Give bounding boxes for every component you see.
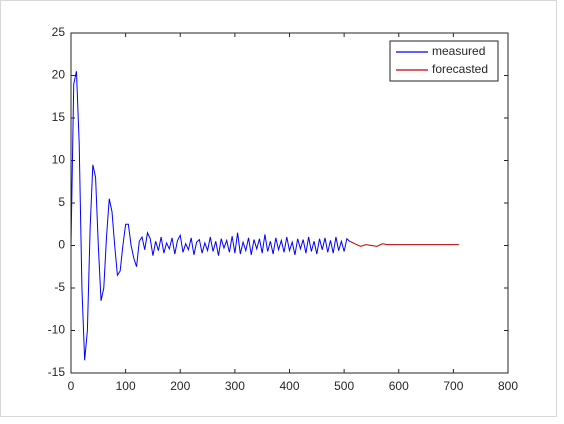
y-tick-label: 15 <box>52 110 66 124</box>
y-tick-label: -10 <box>48 323 66 337</box>
axes-box <box>70 32 509 374</box>
x-tick-label: 100 <box>116 379 136 393</box>
x-tick-label: 600 <box>389 379 409 393</box>
y-tick-label: 25 <box>52 25 66 39</box>
y-tick-label: -15 <box>48 365 66 379</box>
y-tick-label: 10 <box>52 153 66 167</box>
x-tick-label: 700 <box>443 379 463 393</box>
legend-label: measured <box>432 44 485 58</box>
y-tick-label: 5 <box>58 195 65 209</box>
x-tick-label: 200 <box>170 379 190 393</box>
x-tick-label: 300 <box>225 379 245 393</box>
y-tick-label: 0 <box>58 238 65 252</box>
plot-area <box>71 33 508 373</box>
x-tick-label: 800 <box>498 379 518 393</box>
x-tick-label: 400 <box>279 379 299 393</box>
legend-label: forecasted <box>432 62 488 76</box>
x-tick-label: 500 <box>334 379 354 393</box>
legend-box <box>389 40 499 82</box>
data-line <box>70 71 350 361</box>
data-line <box>349 240 459 247</box>
y-tick-label: 20 <box>52 68 66 82</box>
y-tick-label: -5 <box>54 280 65 294</box>
x-tick-label: 0 <box>68 379 75 393</box>
